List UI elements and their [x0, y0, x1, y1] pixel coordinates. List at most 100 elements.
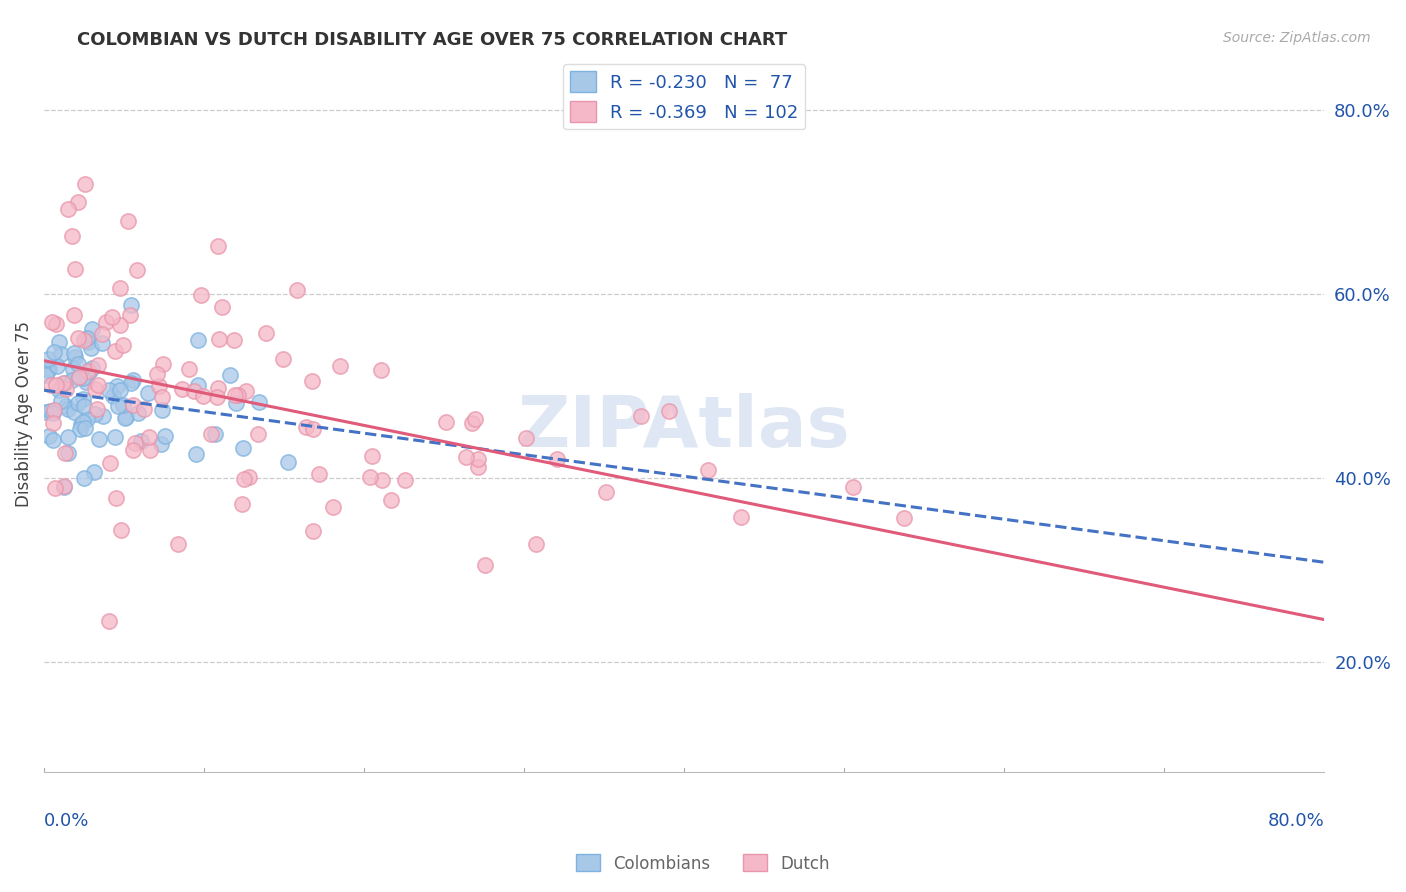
Point — [434, 416, 457, 430]
Text: 80.0%: 80.0% — [1268, 812, 1324, 830]
Point — [191, 388, 214, 402]
Point — [150, 402, 173, 417]
Point — [39, 404, 62, 418]
Point — [361, 449, 384, 463]
Point — [67, 370, 90, 384]
Point — [96, 315, 118, 329]
Point — [467, 460, 489, 475]
Point — [190, 288, 212, 302]
Point — [69, 421, 91, 435]
Point — [62, 362, 84, 376]
Point — [37, 363, 59, 377]
Point — [125, 263, 148, 277]
Point — [224, 334, 246, 348]
Point — [75, 375, 97, 389]
Point — [72, 392, 94, 406]
Point — [277, 455, 299, 469]
Point — [97, 383, 120, 397]
Point — [75, 177, 97, 191]
Point — [41, 417, 63, 431]
Y-axis label: Disability Age Over 75: Disability Age Over 75 — [15, 320, 32, 507]
Point — [44, 403, 66, 417]
Point — [204, 427, 226, 442]
Point — [308, 467, 330, 481]
Point — [200, 426, 222, 441]
Point — [91, 409, 114, 423]
Point — [524, 537, 547, 551]
Point — [148, 378, 170, 392]
Point — [101, 310, 124, 325]
Legend: Colombians, Dutch: Colombians, Dutch — [569, 847, 837, 880]
Point — [152, 357, 174, 371]
Point — [696, 462, 718, 476]
Point — [38, 362, 60, 376]
Point — [104, 430, 127, 444]
Point — [42, 345, 65, 359]
Point — [87, 432, 110, 446]
Point — [172, 382, 194, 396]
Legend: R = -0.230   N =  77, R = -0.369   N = 102: R = -0.230 N = 77, R = -0.369 N = 102 — [562, 64, 806, 129]
Point — [63, 262, 86, 277]
Point — [107, 399, 129, 413]
Point — [254, 326, 277, 341]
Point — [72, 371, 94, 385]
Point — [55, 399, 77, 413]
Point — [41, 315, 63, 329]
Point — [515, 431, 537, 445]
Point — [394, 473, 416, 487]
Point — [84, 382, 107, 396]
Text: Source: ZipAtlas.com: Source: ZipAtlas.com — [1223, 31, 1371, 45]
Point — [80, 341, 103, 355]
Point — [67, 396, 90, 410]
Point — [66, 331, 89, 345]
Point — [231, 497, 253, 511]
Point — [225, 396, 247, 410]
Point — [139, 442, 162, 457]
Point — [120, 376, 142, 390]
Point — [630, 409, 652, 423]
Point — [110, 281, 132, 295]
Point — [842, 480, 865, 494]
Point — [295, 420, 318, 434]
Point — [83, 465, 105, 479]
Point — [45, 317, 67, 331]
Point — [179, 362, 201, 376]
Point — [207, 381, 229, 395]
Point — [149, 437, 172, 451]
Point — [146, 367, 169, 381]
Point — [893, 511, 915, 525]
Point — [42, 433, 65, 447]
Point — [45, 359, 67, 373]
Text: 0.0%: 0.0% — [44, 812, 90, 830]
Point — [205, 391, 228, 405]
Point — [371, 473, 394, 487]
Point — [370, 362, 392, 376]
Point — [42, 406, 65, 420]
Point — [80, 322, 103, 336]
Point — [456, 450, 478, 464]
Point — [124, 436, 146, 450]
Point — [211, 300, 233, 314]
Point — [122, 443, 145, 458]
Point — [207, 239, 229, 253]
Point — [138, 430, 160, 444]
Point — [127, 405, 149, 419]
Point — [62, 405, 84, 419]
Point — [104, 344, 127, 359]
Point — [56, 446, 79, 460]
Point — [90, 336, 112, 351]
Point — [129, 434, 152, 448]
Point — [110, 383, 132, 397]
Point — [67, 369, 90, 384]
Point — [359, 470, 381, 484]
Point — [48, 335, 70, 350]
Point — [45, 378, 67, 392]
Point — [63, 346, 86, 360]
Point — [110, 318, 132, 333]
Text: ZIPAtlas: ZIPAtlas — [517, 393, 851, 462]
Point — [247, 395, 270, 409]
Point — [595, 484, 617, 499]
Point — [84, 407, 107, 421]
Point — [121, 398, 143, 412]
Point — [228, 387, 250, 401]
